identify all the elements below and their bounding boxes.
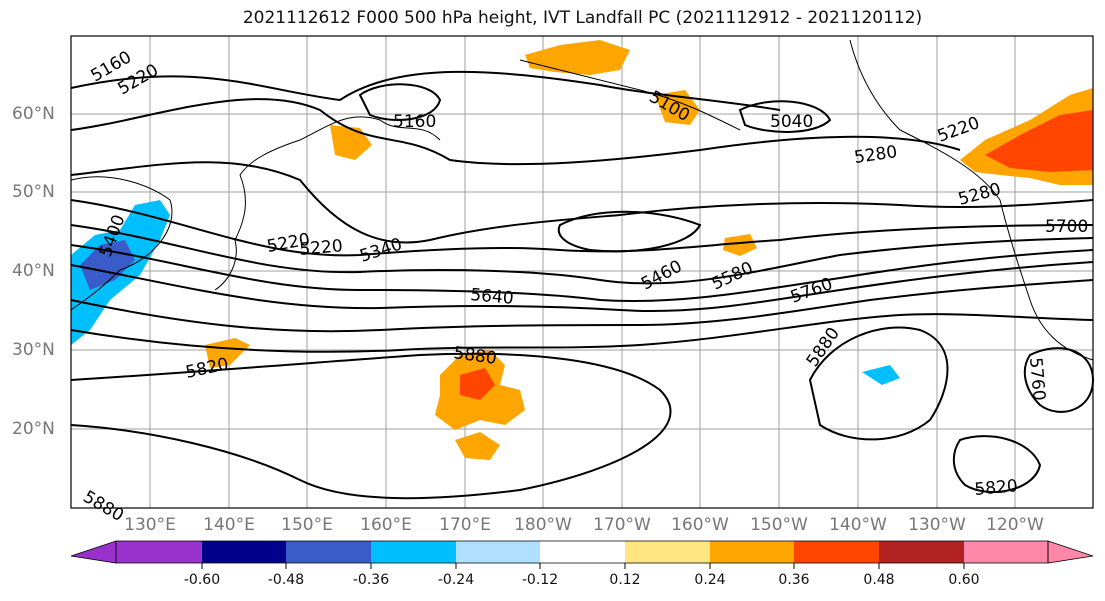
contour-label: 5640 — [470, 285, 515, 309]
lat-label: 50°N — [12, 182, 55, 202]
colorbar-bin — [202, 541, 286, 563]
colorbar-tick-label: 0.24 — [694, 572, 726, 588]
contour-label: 5040 — [770, 112, 813, 132]
lon-label: 130°E — [124, 515, 176, 535]
graticule — [71, 36, 1093, 508]
contour-label: 5760 — [1025, 357, 1049, 402]
lon-label: 180°W — [514, 515, 572, 535]
colorbar-extend-high — [1047, 540, 1094, 564]
contour-label: 5220 — [299, 236, 344, 260]
map-frame — [70, 35, 1094, 509]
lon-label: 170°W — [593, 515, 651, 535]
lon-label: 160°E — [360, 515, 412, 535]
colorbar-tick-label: -0.36 — [352, 572, 390, 588]
colorbar-bin — [371, 541, 456, 563]
lon-label: 170°E — [439, 515, 491, 535]
ivt-blob-hawaii-north — [723, 234, 757, 256]
colorbar — [70, 540, 1094, 569]
ivt-central-pacific-core — [460, 368, 495, 400]
lon-label: 140°W — [829, 515, 887, 535]
lat-label: 20°N — [12, 419, 55, 439]
lon-label: 150°E — [281, 515, 333, 535]
lon-label: 160°W — [671, 515, 729, 535]
colorbar-bin — [540, 541, 625, 563]
contour-label: 5820 — [974, 476, 1019, 500]
colorbar-tick-label: 0.48 — [863, 572, 895, 588]
colorbar-bin — [794, 541, 879, 563]
colorbar-tick-label: -0.48 — [267, 572, 305, 588]
colorbar-tick-label: 0.12 — [609, 572, 641, 588]
lon-label: 120°W — [986, 515, 1044, 535]
ivt-plume-core — [985, 110, 1093, 172]
colorbar-extend-low — [70, 540, 117, 564]
lon-label: 140°E — [203, 515, 255, 535]
colorbar-bin — [879, 541, 964, 563]
map-title: 2021112612 F000 500 hPa height, IVT Land… — [242, 8, 923, 28]
lat-label: 40°N — [12, 261, 55, 281]
lon-label: 150°W — [750, 515, 808, 535]
colorbar-bin — [456, 541, 540, 563]
ivt-blob-west — [205, 338, 250, 368]
lat-label: 60°N — [12, 104, 55, 124]
colorbar-tick-label: -0.24 — [437, 572, 475, 588]
map-background — [71, 36, 1093, 508]
lat-label: 30°N — [12, 340, 55, 360]
colorbar-bin — [286, 541, 371, 563]
lon-label: 130°W — [908, 515, 966, 535]
ivt-blob-south — [455, 432, 500, 460]
colorbar-tick-label: -0.12 — [521, 572, 559, 588]
ivt-blob-bering — [525, 40, 630, 75]
colorbar-tick-label: 0.36 — [778, 572, 810, 588]
colorbar-bin — [625, 541, 710, 563]
colorbar-tick-label: 0.60 — [948, 572, 980, 588]
colorbar-bin — [964, 541, 1048, 563]
colorbar-bin — [116, 541, 202, 563]
colorbar-bin — [710, 541, 794, 563]
ivt-blob-east-negative — [862, 365, 900, 385]
ivt-shading — [71, 40, 1093, 460]
contour-label: 5160 — [393, 112, 436, 132]
colorbar-tick-label: -0.60 — [183, 572, 221, 588]
contour-label: 5700 — [1045, 217, 1088, 237]
